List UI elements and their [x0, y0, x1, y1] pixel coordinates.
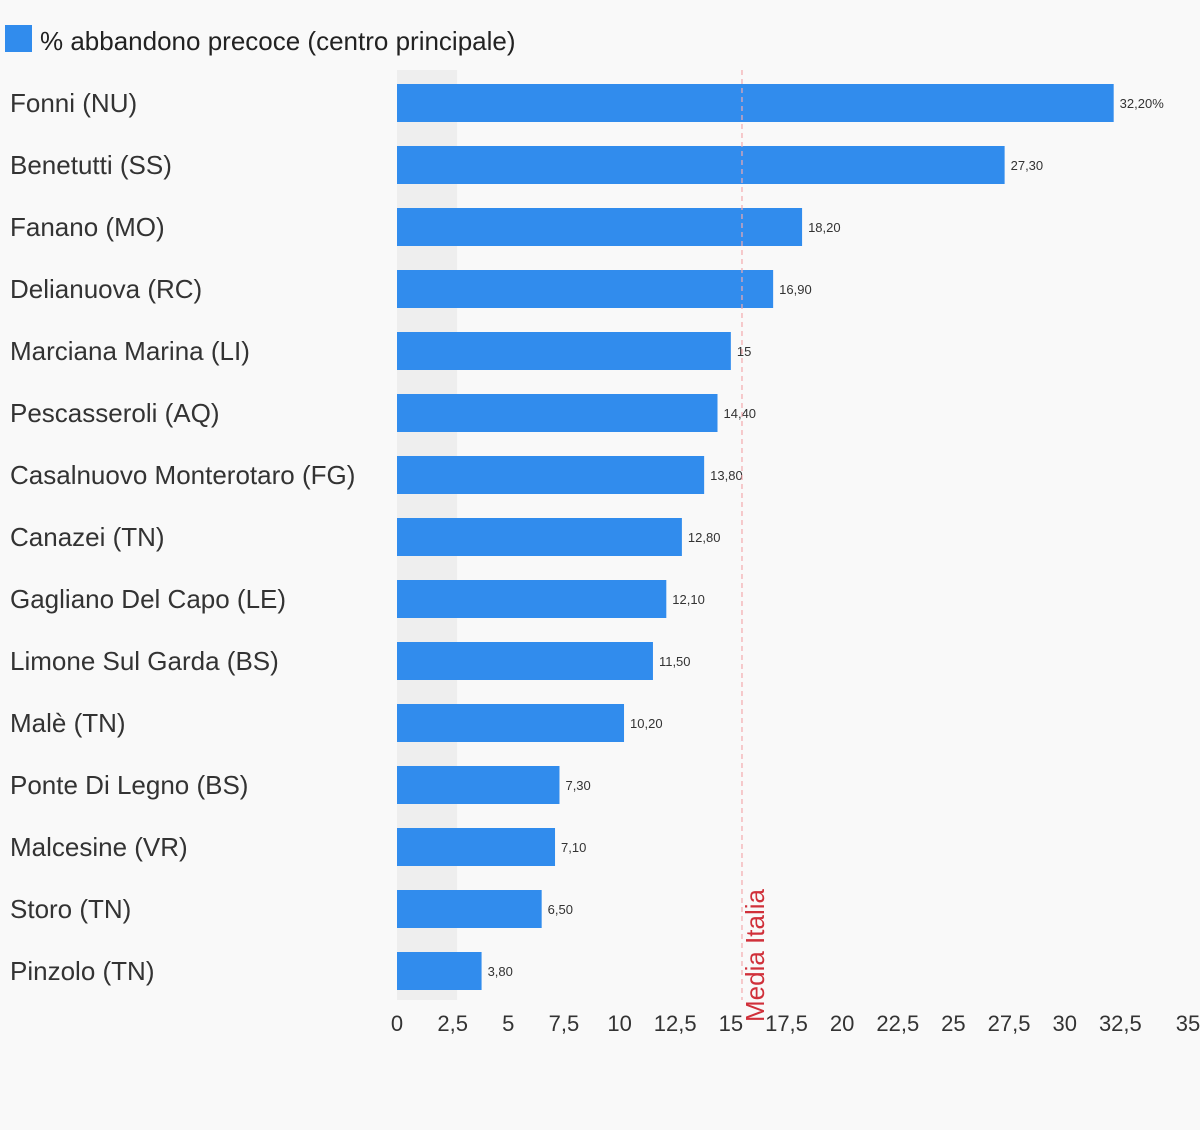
legend: % abbandono precoce (centro principale) [5, 25, 516, 56]
data-label: 14,40 [724, 406, 757, 421]
data-label: 18,20 [808, 220, 841, 235]
data-label: 3,80 [488, 964, 513, 979]
x-tick-label: 12,5 [654, 1011, 697, 1036]
x-tick-label: 5 [502, 1011, 514, 1036]
bar [397, 84, 1114, 122]
legend-swatch [5, 25, 32, 52]
bar [397, 580, 667, 618]
category-label: Malè (TN) [10, 708, 126, 738]
data-label: 16,90 [779, 282, 812, 297]
x-tick-label: 30 [1052, 1011, 1076, 1036]
bar [397, 208, 803, 246]
category-label: Gagliano Del Capo (LE) [10, 584, 286, 614]
data-label: 12,80 [688, 530, 721, 545]
bar [397, 332, 731, 370]
category-label: Pinzolo (TN) [10, 956, 154, 986]
data-label: 6,50 [548, 902, 573, 917]
bars-layer [397, 84, 1114, 990]
data-labels: 32,20% 27,30 18,20 16,90 15 14,40 13,80 12,80 12… [488, 96, 1165, 979]
x-tick-label: 2,5 [437, 1011, 468, 1036]
category-labels: Fonni (NU) Benetutti (SS) Fanano (MO) Delia… [10, 88, 355, 986]
data-label: 27,30 [1011, 158, 1044, 173]
category-label: Storo (TN) [10, 894, 131, 924]
x-tick-label: 7,5 [549, 1011, 580, 1036]
category-label: Limone Sul Garda (BS) [10, 646, 279, 676]
category-label: Canazei (TN) [10, 522, 165, 552]
category-label: Marciana Marina (LI) [10, 336, 250, 366]
data-label: 10,20 [630, 716, 663, 731]
data-label: 7,10 [561, 840, 586, 855]
data-label: 13,80 [710, 468, 743, 483]
category-label: Fonni (NU) [10, 88, 137, 118]
x-tick-label: 32,5 [1099, 1011, 1142, 1036]
bar [397, 456, 705, 494]
data-label: 7,30 [565, 778, 590, 793]
bar [397, 828, 556, 866]
x-tick-label: 25 [941, 1011, 965, 1036]
bar [397, 270, 774, 308]
legend-label: % abbandono precoce (centro principale) [40, 26, 516, 56]
x-tick-label: 27,5 [988, 1011, 1031, 1036]
data-label: 32,20% [1120, 96, 1165, 111]
reference-line-label: Media Italia [740, 889, 770, 1022]
x-tick-label: 17,5 [765, 1011, 808, 1036]
bar [397, 642, 653, 680]
x-tick-label: 20 [830, 1011, 854, 1036]
x-axis-tick-labels: 0 2,5 5 7,5 10 12,5 15 17,5 20 22,5 25 27,5 30 32,5 35 [391, 1011, 1200, 1036]
category-label: Benetutti (SS) [10, 150, 172, 180]
x-tick-label: 22,5 [876, 1011, 919, 1036]
bar [397, 766, 560, 804]
category-label: Delianuova (RC) [10, 274, 202, 304]
data-label: 12,10 [672, 592, 705, 607]
category-label: Casalnuovo Monterotaro (FG) [10, 460, 355, 490]
data-label: 11,50 [659, 654, 691, 669]
bar [397, 890, 542, 928]
x-tick-label: 0 [391, 1011, 403, 1036]
x-tick-label: 35 [1176, 1011, 1200, 1036]
bar [397, 518, 682, 556]
reference-line-layer: Media Italia [740, 70, 770, 1022]
x-tick-label: 15 [719, 1011, 743, 1036]
category-label: Ponte Di Legno (BS) [10, 770, 248, 800]
category-label: Fanano (MO) [10, 212, 165, 242]
bar [397, 952, 482, 990]
category-label: Pescasseroli (AQ) [10, 398, 220, 428]
x-tick-label: 10 [607, 1011, 631, 1036]
data-label: 15 [737, 344, 751, 359]
bar [397, 704, 625, 742]
bar [397, 146, 1005, 184]
bar [397, 394, 718, 432]
category-label: Malcesine (VR) [10, 832, 188, 862]
